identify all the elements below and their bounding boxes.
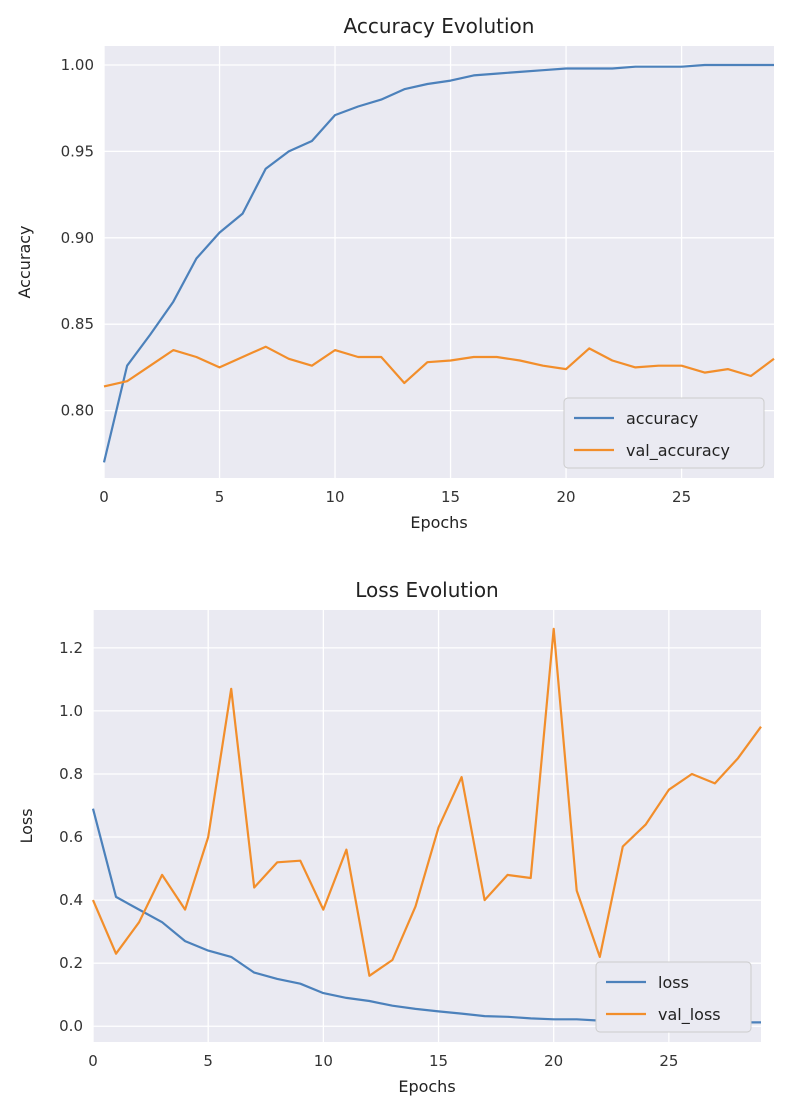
loss-series-val-loss: [91, 627, 762, 977]
accuracy-y-tick-label: 0.85: [61, 315, 94, 333]
accuracy-x-axis-label: Epochs: [410, 513, 467, 532]
loss-x-tick-label: 15: [429, 1052, 448, 1070]
accuracy-y-tick-label: 1.00: [61, 56, 94, 74]
loss-y-tick-label: 1.0: [59, 702, 83, 720]
loss-x-tick-label: 5: [203, 1052, 213, 1070]
loss-y-tick-label: 0.0: [59, 1017, 83, 1035]
loss-x-tick-label: 10: [314, 1052, 333, 1070]
accuracy-y-axis-label: Accuracy: [15, 225, 34, 298]
loss-chart-title: Loss Evolution: [355, 578, 498, 602]
loss-y-tick-label: 0.4: [59, 891, 83, 909]
accuracy-y-tick-label: 0.80: [61, 402, 94, 420]
accuracy-x-tick-label: 10: [325, 488, 344, 506]
loss-y-tick-label: 1.2: [59, 639, 83, 657]
loss-y-tick-label: 0.6: [59, 828, 83, 846]
accuracy-x-tick-label: 5: [215, 488, 225, 506]
loss-x-tick-label: 0: [88, 1052, 98, 1070]
loss-x-tick-label: 25: [659, 1052, 678, 1070]
accuracy-y-tick-label: 0.90: [61, 229, 94, 247]
loss-y-tick-label: 0.2: [59, 954, 83, 972]
accuracy-x-tick-label: 20: [557, 488, 576, 506]
loss-x-tick-label: 20: [544, 1052, 563, 1070]
accuracy-legend-label-accuracy: accuracy: [626, 409, 698, 428]
accuracy-series-val-accuracy: [103, 345, 775, 388]
loss-legend-label-val-loss: val_loss: [658, 1005, 721, 1025]
loss-y-tick-label: 0.8: [59, 765, 83, 783]
loss-legend-label-loss: loss: [658, 973, 689, 992]
accuracy-legend-label-val-accuracy: val_accuracy: [626, 441, 730, 461]
accuracy-series-accuracy: [102, 63, 774, 463]
loss-x-axis-label: Epochs: [398, 1077, 455, 1096]
accuracy-x-tick-label: 0: [99, 488, 109, 506]
loss-y-axis-label: Loss: [17, 808, 36, 843]
accuracy-y-tick-label: 0.95: [61, 142, 94, 160]
accuracy-x-tick-label: 25: [672, 488, 691, 506]
accuracy-x-tick-label: 15: [441, 488, 460, 506]
accuracy-chart-title: Accuracy Evolution: [344, 14, 535, 38]
